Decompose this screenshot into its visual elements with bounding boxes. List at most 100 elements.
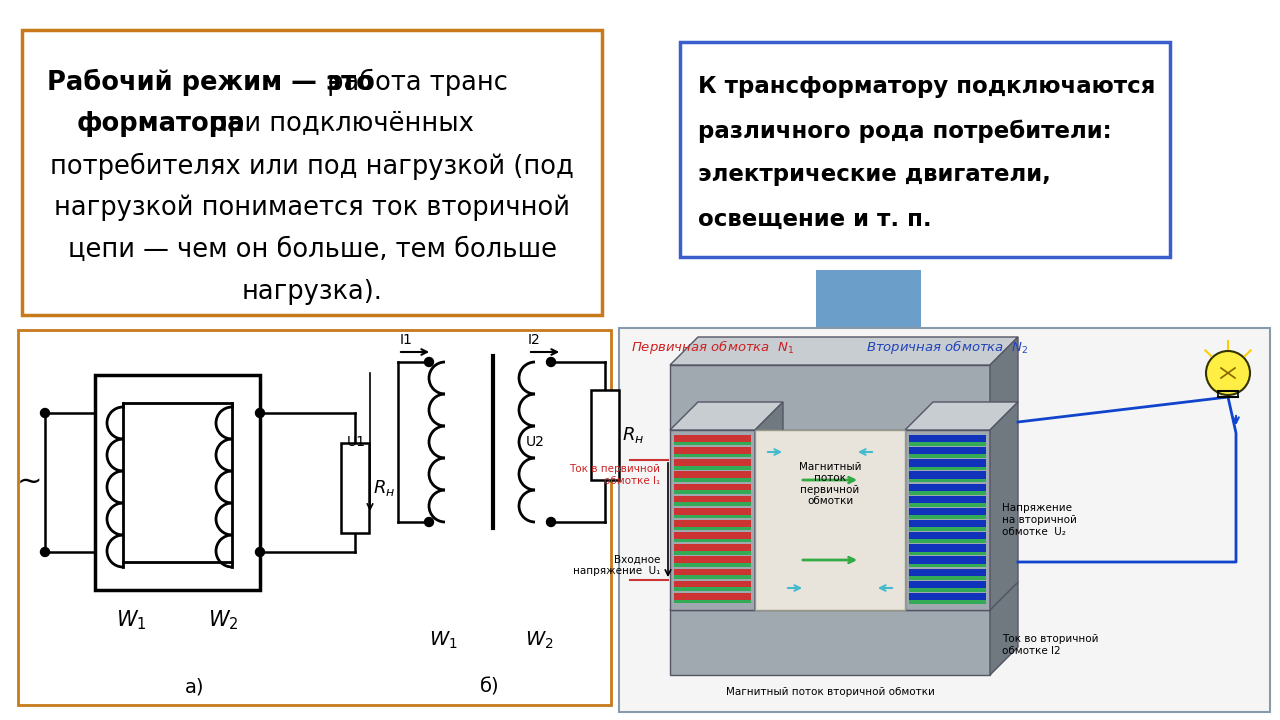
Bar [675,575,751,579]
Bar [675,581,751,588]
Bar [909,564,986,567]
Bar [675,588,751,591]
Text: Рабочий режим — это: Рабочий режим — это [47,68,374,96]
Bar [909,581,986,588]
Circle shape [425,518,434,526]
Polygon shape [905,402,1018,430]
Bar [909,527,986,531]
Bar [675,459,751,466]
Bar [909,454,986,458]
Bar [909,576,986,580]
Bar [675,569,751,575]
Text: $W_1$: $W_1$ [429,629,457,651]
Bar [591,390,620,480]
Bar [675,508,751,515]
Polygon shape [776,335,960,385]
Bar [755,430,905,610]
Text: $W_2$: $W_2$ [209,608,239,632]
Text: Входное
напряжение  U₁: Входное напряжение U₁ [572,554,660,576]
Text: Магнитный
поток
первичной
обмотки: Магнитный поток первичной обмотки [799,462,861,506]
Circle shape [425,358,434,366]
Bar [815,270,920,335]
Text: Магнитный поток вторичной обмотки: Магнитный поток вторичной обмотки [726,687,934,697]
Bar [909,472,986,479]
Text: при подключённых: при подключённых [204,111,474,137]
Bar [675,539,751,542]
Bar [675,600,751,603]
Text: I1: I1 [399,333,413,347]
Bar [909,503,986,507]
Polygon shape [669,582,1018,610]
Bar [675,503,751,506]
Text: электрические двигатели,: электрические двигатели, [698,163,1051,186]
Bar [909,459,986,467]
Text: освещение и т. п.: освещение и т. п. [698,207,932,230]
Bar [669,430,755,610]
Circle shape [41,547,50,557]
Bar [909,491,986,495]
Bar [123,403,232,562]
Bar [905,430,989,610]
Bar [675,441,751,446]
Bar [909,479,986,482]
Text: Вторичная обмотка  $N_2$: Вторичная обмотка $N_2$ [867,338,1029,356]
Text: потребителях или под нагрузкой (под: потребителях или под нагрузкой (под [50,153,573,179]
Polygon shape [989,402,1018,610]
Text: Первичная обмотка  $N_1$: Первичная обмотка $N_1$ [631,338,794,356]
Text: U2: U2 [526,435,544,449]
Text: U1: U1 [347,435,366,449]
Circle shape [547,358,556,366]
Text: ~: ~ [17,468,42,497]
Text: Ток в первичной
обмотке I₁: Ток в первичной обмотке I₁ [570,464,660,486]
Bar [675,466,751,469]
Circle shape [41,408,50,418]
Polygon shape [989,582,1018,675]
Bar [675,532,751,539]
Text: К трансформатору подключаются: К трансформатору подключаются [698,76,1156,99]
Bar [669,365,989,430]
Bar [675,551,751,554]
Bar [909,495,986,503]
Text: Ток во вторичной
обмотке I2: Ток во вторичной обмотке I2 [1002,634,1098,656]
Bar [675,435,751,441]
Bar [909,544,986,552]
Bar [18,330,611,705]
Bar [675,495,751,503]
Bar [675,472,751,478]
Text: $R_н$: $R_н$ [622,425,644,445]
Bar [909,435,986,442]
Bar [909,520,986,527]
Bar [909,508,986,515]
Bar [675,447,751,454]
Bar [909,442,986,446]
Bar [675,557,751,563]
Text: различного рода потребители:: различного рода потребители: [698,120,1111,143]
Polygon shape [669,402,783,430]
Bar [909,539,986,543]
Bar [680,42,1170,257]
Text: нагрузка).: нагрузка). [242,279,383,305]
Bar [95,375,260,590]
Bar [909,569,986,576]
Bar [675,526,751,531]
Bar [620,328,1270,712]
Bar [909,447,986,454]
Text: работа транс: работа транс [319,68,508,96]
Bar [340,443,369,533]
Polygon shape [989,337,1018,430]
Bar [22,30,602,315]
Text: Напряжение
на вторичной
обмотке  U₂: Напряжение на вторичной обмотке U₂ [1002,503,1076,536]
Text: нагрузкой понимается ток вторичной: нагрузкой понимается ток вторичной [54,194,570,221]
Bar [909,593,986,600]
Bar [675,520,751,526]
Text: а): а) [186,678,205,696]
Polygon shape [755,402,783,610]
Text: I2: I2 [529,333,540,347]
Circle shape [256,547,265,557]
Circle shape [1206,351,1251,395]
Text: $W_2$: $W_2$ [525,629,553,651]
Bar [675,563,751,567]
Bar [669,610,989,675]
Bar [909,484,986,491]
Bar [675,478,751,482]
